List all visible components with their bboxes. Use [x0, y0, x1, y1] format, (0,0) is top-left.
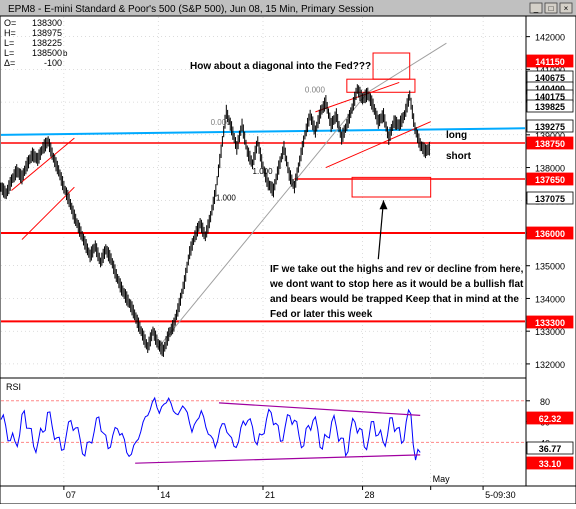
trend-line	[0, 127, 526, 136]
title-bar	[0, 0, 576, 16]
price-level-value: 139825	[535, 102, 565, 112]
rsi-level-tag	[526, 411, 574, 425]
time-tick-label: 07	[66, 490, 76, 500]
rsi-tick-label: 80	[540, 397, 550, 407]
price-level-value: 137075	[535, 194, 565, 204]
price-tick-label: 141000	[535, 65, 565, 75]
arrow-shaft	[377, 200, 385, 260]
price-tick-label: 135000	[535, 262, 565, 272]
price-level-tag	[526, 226, 574, 240]
ohlc-value: 138300	[32, 18, 62, 28]
time-tick-label: 14	[160, 490, 170, 500]
price-level-tag	[526, 54, 574, 68]
time-tick-label: May	[433, 474, 451, 484]
headline-annotation: How about a diagonal into the Fed???	[190, 61, 371, 72]
note-annotation: IF we take out the highs and rev or decl…	[269, 264, 524, 320]
price-tick-label: 134000	[535, 294, 565, 304]
ohlc-label: H=	[4, 28, 16, 38]
ohlc-value: 138225	[32, 38, 62, 48]
price-tick-label: 133000	[535, 327, 565, 337]
window-control-glyph: □	[549, 4, 554, 13]
price-tick-label: 139000	[535, 131, 565, 141]
rsi-title: RSI	[6, 382, 21, 392]
fib-label: 1.000	[216, 193, 237, 202]
rsi-series	[0, 396, 525, 464]
price-level-tag	[526, 136, 574, 150]
channel-line	[21, 186, 75, 240]
fib-label: 0.000	[211, 118, 232, 127]
ohlc-value: 138975	[32, 28, 62, 38]
ohlc-value: 138500	[32, 48, 62, 58]
ohlc-label: L=	[4, 38, 14, 48]
note-line: Fed or later this week	[270, 309, 373, 320]
time-tick-label: 5-09:30	[485, 490, 516, 500]
price-level-value: 139275	[535, 122, 565, 132]
long-label: long	[446, 130, 467, 141]
price-level-value: 133300	[535, 318, 565, 328]
fib-label: 0.000	[305, 85, 326, 94]
window-controls: _ □ ×	[529, 2, 573, 14]
price-level-value: 140675	[535, 73, 565, 83]
window-title: EPM8 - E-mini Standard & Poor's 500 (S&P…	[8, 4, 374, 15]
note-line: and bears would be trapped Keep that in …	[270, 294, 519, 305]
price-level-tag	[526, 315, 574, 329]
ohlc-readout: O= 138300 H= 138975 L= 138225 L= 138500 b Δ= -100	[4, 18, 68, 68]
window-control-button	[529, 2, 543, 14]
rsi-level-tag	[526, 441, 574, 455]
window-control-button	[559, 2, 573, 14]
price-tick-label: 132000	[535, 360, 565, 370]
window-control-glyph: ×	[564, 4, 569, 13]
ohlc-label: Δ=	[4, 58, 15, 68]
price-level-tag	[526, 191, 574, 205]
short-label: short	[446, 151, 472, 162]
price-level-value: 136000	[535, 229, 565, 239]
rsi-trend-line	[218, 402, 421, 416]
window-control-button	[544, 2, 558, 14]
price-level-tag	[526, 99, 574, 113]
price-series	[0, 84, 430, 357]
note-line: IF we take out the highs and rev or decl…	[270, 264, 524, 275]
rsi-level-value: 62.32	[539, 414, 562, 424]
price-level-value: 140400	[535, 84, 565, 94]
ohlc-suffix: b	[63, 49, 68, 58]
target-box	[346, 78, 416, 93]
time-tick-label: 28	[365, 490, 375, 500]
channel-line	[315, 81, 400, 113]
price-level-tag	[526, 172, 574, 186]
rsi-line	[0, 396, 421, 461]
rsi-level-value: 36.77	[539, 444, 562, 454]
ohlc-label: O=	[4, 18, 16, 28]
note-line: we dont want to stop here as it would be…	[269, 279, 524, 290]
time-tick-label: 21	[265, 490, 275, 500]
arrow-head	[379, 200, 388, 210]
ohlc-value: -100	[44, 58, 62, 68]
price-tick-label: 142000	[535, 33, 565, 43]
price-level-value: 138750	[535, 139, 565, 149]
price-level-value: 141150	[535, 57, 565, 67]
rsi-level-value: 33.10	[539, 459, 562, 469]
price-level-value: 137650	[535, 175, 565, 185]
rsi-trend-line	[135, 454, 421, 464]
ohlc-label: L=	[4, 48, 14, 58]
price-level-tag	[526, 119, 574, 133]
channel-line	[325, 121, 431, 169]
price-tick-label: 138000	[535, 164, 565, 174]
target-box	[351, 176, 432, 198]
price-level-value: 140175	[535, 92, 565, 102]
rsi-level-tag	[526, 456, 574, 470]
window-control-glyph: _	[533, 4, 539, 13]
